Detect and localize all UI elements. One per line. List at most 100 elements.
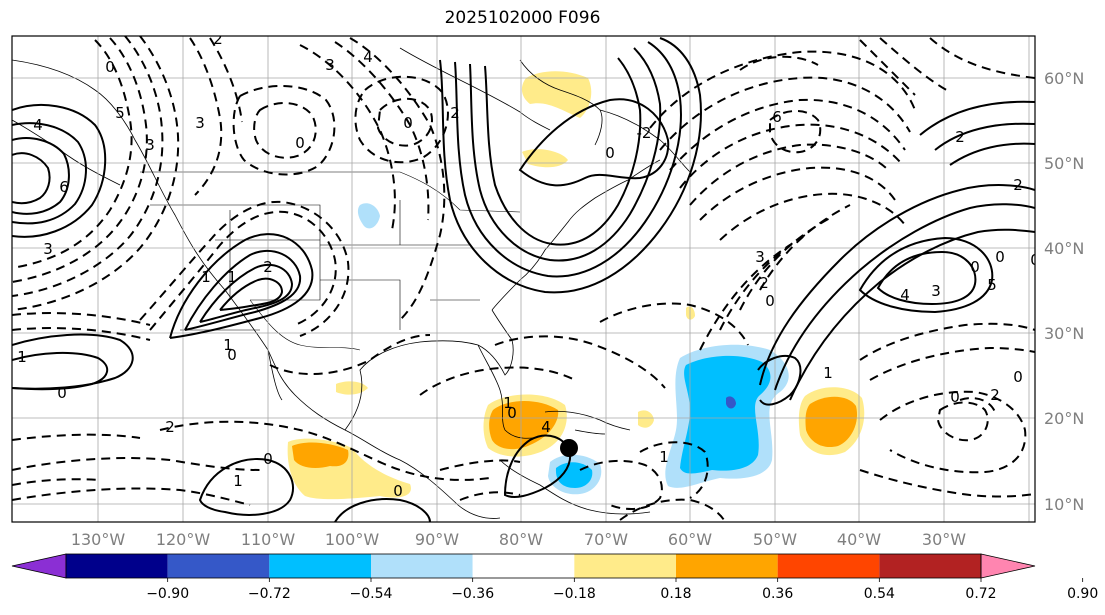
contour-label: 2 xyxy=(165,418,175,436)
contour-label: -2 xyxy=(637,124,652,142)
contour-label: 3 xyxy=(755,248,765,266)
lon-label-70: 70°W xyxy=(584,530,628,549)
colorbar-segment xyxy=(167,554,270,578)
colorbar-tick-label: −0.72 xyxy=(248,586,291,602)
contour-label: 2 xyxy=(955,128,965,146)
colorbar-segment xyxy=(269,554,371,578)
contour-label: 4 xyxy=(33,116,43,134)
contour-label: 6 xyxy=(772,108,782,126)
lon-label-90: 90°W xyxy=(415,530,459,549)
shade-yucatan-orange xyxy=(489,401,559,450)
contour-label: 1 xyxy=(823,364,833,382)
contour-label: 0 xyxy=(995,248,1005,266)
contour-label: 3 xyxy=(325,56,335,74)
colorbar-tick-label: 0.72 xyxy=(965,586,996,602)
contour-label: 2 xyxy=(450,104,460,122)
colorbar-segment xyxy=(472,554,575,578)
colorbar-segment xyxy=(371,554,473,578)
colorbar-segment xyxy=(777,554,880,578)
contour-label: 4 xyxy=(363,48,373,66)
colorbar: −0.90 −0.72 −0.54 −0.36 −0.18 0.18 0.36 0.54 0.7… xyxy=(11,553,1098,602)
location-marker xyxy=(560,439,578,457)
colorbar-tick-label: 0.36 xyxy=(762,586,793,602)
map-title: 2025102000 F096 xyxy=(444,8,601,28)
lat-label-30: 30°N xyxy=(1044,324,1084,343)
lat-label-60: 60°N xyxy=(1044,69,1084,88)
contour-label: 1 xyxy=(503,394,513,412)
contour-label: 0 xyxy=(263,450,273,468)
height-contours xyxy=(12,36,1035,522)
lon-label-130: 130°W xyxy=(71,530,126,549)
colorbar-segment xyxy=(676,554,778,578)
lat-label-10: 10°N xyxy=(1044,495,1084,514)
contour-label: 1 xyxy=(227,268,237,286)
colorbar-tick-label: 0.54 xyxy=(864,586,895,602)
contour-label: 2 xyxy=(263,258,273,276)
lon-label-110: 110°W xyxy=(241,530,296,549)
colorbar-tick-label: 0.90 xyxy=(1067,586,1098,602)
lon-label-40: 40°W xyxy=(837,530,881,549)
contour-label: 1 xyxy=(659,448,669,466)
colorbar-segment xyxy=(879,554,981,578)
colorbar-tick-label: −0.36 xyxy=(451,586,494,602)
contour-label: 3 xyxy=(931,282,941,300)
contour-label: 1 xyxy=(233,472,243,490)
contour-label: 0 xyxy=(227,346,237,364)
contour-label: 3 xyxy=(195,114,205,132)
contour-label: 0 xyxy=(765,292,775,310)
colorbar-tick-label: −0.90 xyxy=(146,586,189,602)
contour-label: 0 xyxy=(507,404,517,422)
contour-label: 0 xyxy=(1013,368,1023,386)
contour-label: 0 xyxy=(57,384,67,402)
latitude-labels: 60°N 50°N 40°N 30°N 20°N 10°N xyxy=(1044,69,1084,514)
lat-label-20: 20°N xyxy=(1044,409,1084,428)
lon-label-50: 50°W xyxy=(753,530,797,549)
colorbar-tick-label: −0.54 xyxy=(350,586,393,602)
shade-small-yellow xyxy=(686,306,695,320)
colorbar-segment xyxy=(574,554,676,578)
contour-label: 2 xyxy=(213,30,223,48)
lon-label-30: 30°W xyxy=(922,530,966,549)
colorbar-extend-high xyxy=(980,553,1036,579)
lon-label-60: 60°W xyxy=(668,530,712,549)
shade-midatlantic-orange xyxy=(805,396,858,448)
contour-label: 1 xyxy=(17,348,27,366)
contour-label: 4 xyxy=(900,286,910,304)
contour-label: 0 xyxy=(605,144,615,162)
shade-atlantic-purple xyxy=(726,396,736,409)
contour-label: 0 xyxy=(105,58,115,76)
contour-label: 4 xyxy=(541,418,551,436)
contour-label: 1 xyxy=(201,268,211,286)
contour-label: 0 xyxy=(393,482,403,500)
lon-label-120: 120°W xyxy=(156,530,211,549)
contour-label: 3 xyxy=(43,240,53,258)
colorbar-tick-label: 0.18 xyxy=(660,586,691,602)
contour-label: 0 xyxy=(950,388,960,406)
contour-label: 5 xyxy=(115,104,125,122)
contour-label: 5 xyxy=(987,276,997,294)
contour-label: 0 xyxy=(970,258,980,276)
contour-label: 0 xyxy=(403,114,413,132)
colorbar-segment xyxy=(66,554,168,578)
colorbar-frame xyxy=(65,553,982,579)
plot-frame xyxy=(11,35,1036,523)
colorbar-extend-low xyxy=(11,553,67,579)
contour-label: 3 xyxy=(145,136,155,154)
shade-atlantic-cyan xyxy=(680,355,771,474)
lon-label-100: 100°W xyxy=(325,530,380,549)
contour-label: 6 xyxy=(59,178,69,196)
lat-label-40: 40°N xyxy=(1044,239,1084,258)
contour-label: 0 xyxy=(295,134,305,152)
contour-label: 1 xyxy=(223,336,233,354)
longitude-labels: 130°W 120°W 110°W 100°W 90°W 80°W 70°W 6… xyxy=(71,530,966,549)
anomaly-shading xyxy=(287,71,865,500)
shade-hudson-yellow xyxy=(521,71,592,118)
contour-label: 2 xyxy=(759,274,769,292)
lat-label-50: 50°N xyxy=(1044,154,1084,173)
political-borders xyxy=(140,171,521,351)
lon-label-80: 80°W xyxy=(499,530,543,549)
shade-mexico-orange xyxy=(292,442,349,468)
contour-label: 0 xyxy=(1030,251,1040,269)
